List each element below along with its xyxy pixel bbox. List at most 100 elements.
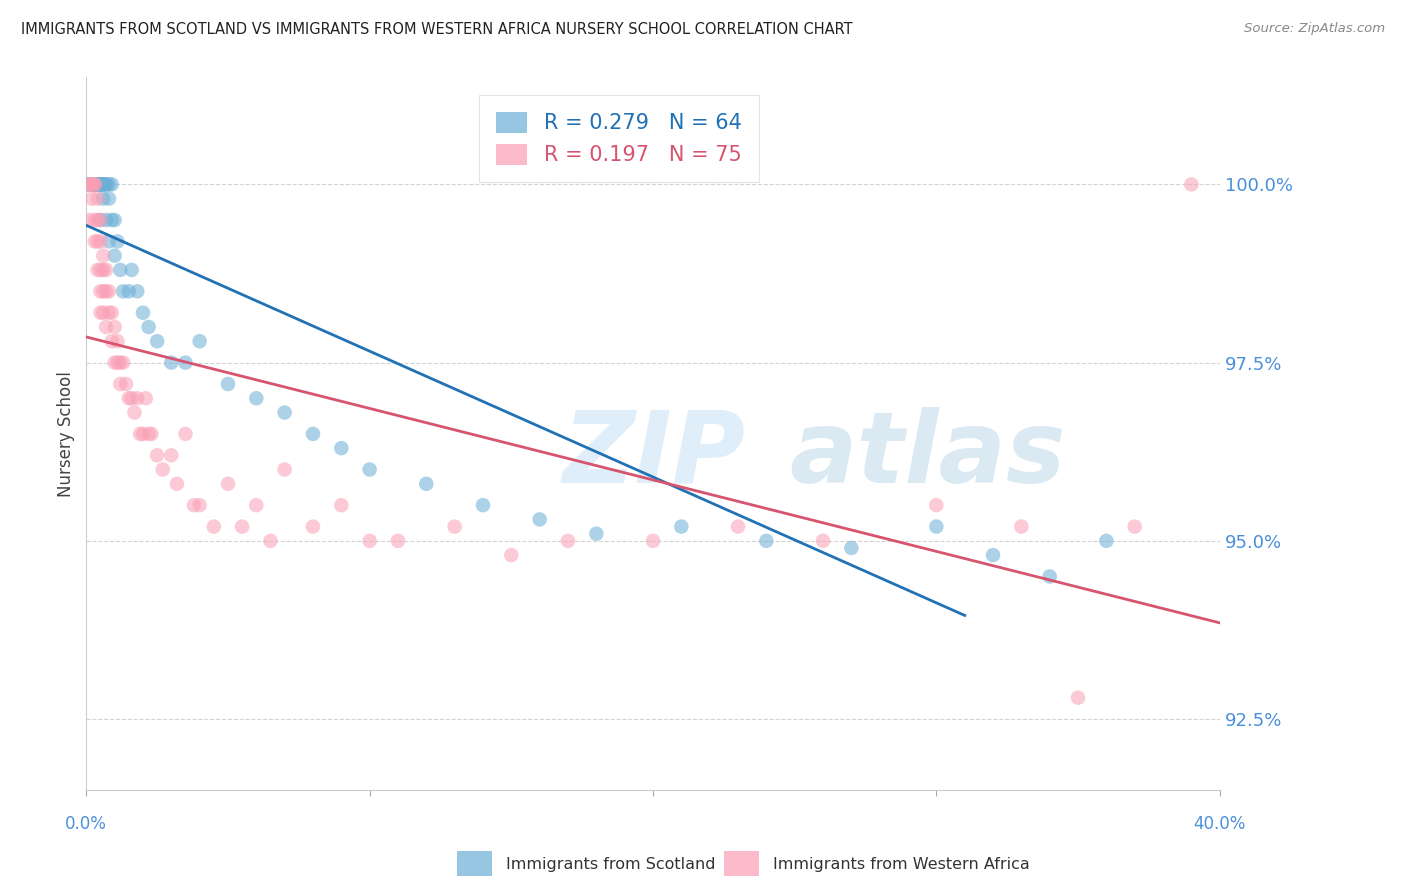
Point [97, 192, 120, 206]
Point [97, 178, 120, 192]
Point [80, 178, 103, 192]
Point [83, 178, 105, 192]
Point [89, 178, 111, 192]
Point [86, 178, 108, 192]
Point [89, 213, 111, 227]
Point [121, 263, 143, 277]
Point [121, 391, 143, 405]
Text: Immigrants from Scotland: Immigrants from Scotland [506, 857, 716, 872]
Point [80, 192, 103, 206]
Point [86, 178, 108, 192]
Point [841, 541, 863, 555]
Point [94, 178, 117, 192]
Point [1123, 519, 1146, 533]
Point [86, 192, 108, 206]
Point [132, 426, 155, 441]
Text: Source: ZipAtlas.com: Source: ZipAtlas.com [1244, 22, 1385, 36]
Point [359, 533, 381, 548]
Point [91, 178, 114, 192]
Point [118, 391, 141, 405]
Point [160, 448, 183, 462]
Point [97, 285, 120, 299]
Point [217, 476, 239, 491]
Point [273, 462, 295, 476]
Point [302, 426, 325, 441]
Point [89, 263, 111, 277]
Point [132, 306, 155, 320]
Point [107, 235, 129, 249]
Point [86, 263, 108, 277]
Point [89, 285, 111, 299]
Point [86, 178, 108, 192]
Point [89, 306, 111, 320]
Point [183, 498, 205, 512]
Point [89, 178, 111, 192]
Point [89, 235, 111, 249]
Point [188, 498, 211, 512]
Point [981, 548, 1004, 562]
Point [443, 519, 465, 533]
Point [1039, 569, 1062, 583]
Point [1010, 519, 1032, 533]
Point [472, 498, 495, 512]
Point [110, 376, 132, 391]
Point [77, 178, 100, 192]
Point [101, 178, 124, 192]
Point [259, 533, 281, 548]
Point [104, 213, 127, 227]
Point [83, 178, 105, 192]
Point [160, 356, 183, 370]
Point [101, 334, 124, 349]
Text: 40.0%: 40.0% [1194, 815, 1246, 833]
Point [138, 426, 160, 441]
Point [755, 533, 778, 548]
Point [127, 391, 149, 405]
Point [727, 519, 749, 533]
Point [557, 533, 579, 548]
Legend: R = 0.279   N = 64, R = 0.197   N = 75: R = 0.279 N = 64, R = 0.197 N = 75 [479, 95, 759, 182]
Point [231, 519, 253, 533]
Point [330, 441, 353, 455]
Point [146, 334, 169, 349]
Point [77, 178, 100, 192]
Point [925, 498, 948, 512]
Point [94, 320, 117, 334]
Point [1180, 178, 1202, 192]
Point [97, 235, 120, 249]
Point [80, 178, 103, 192]
Point [529, 512, 551, 526]
Point [166, 476, 188, 491]
Point [94, 178, 117, 192]
Point [501, 548, 523, 562]
Point [202, 519, 225, 533]
Text: IMMIGRANTS FROM SCOTLAND VS IMMIGRANTS FROM WESTERN AFRICA NURSERY SCHOOL CORREL: IMMIGRANTS FROM SCOTLAND VS IMMIGRANTS F… [21, 22, 852, 37]
Point [83, 178, 105, 192]
Point [107, 356, 129, 370]
Point [174, 426, 197, 441]
Point [110, 356, 132, 370]
Point [188, 334, 211, 349]
Text: ZIP: ZIP [562, 407, 745, 504]
Point [104, 249, 127, 263]
Point [83, 178, 105, 192]
Point [359, 462, 381, 476]
Point [302, 519, 325, 533]
Point [80, 178, 103, 192]
Text: 0.0%: 0.0% [65, 815, 107, 833]
Point [1095, 533, 1118, 548]
Point [273, 405, 295, 419]
Point [101, 306, 124, 320]
Point [152, 462, 174, 476]
Point [83, 178, 105, 192]
Point [86, 235, 108, 249]
Point [89, 178, 111, 192]
Point [91, 249, 114, 263]
Point [94, 263, 117, 277]
Point [107, 334, 129, 349]
Point [91, 306, 114, 320]
Point [77, 178, 100, 192]
Point [118, 285, 141, 299]
Point [86, 178, 108, 192]
Point [83, 213, 105, 227]
Point [585, 526, 607, 541]
